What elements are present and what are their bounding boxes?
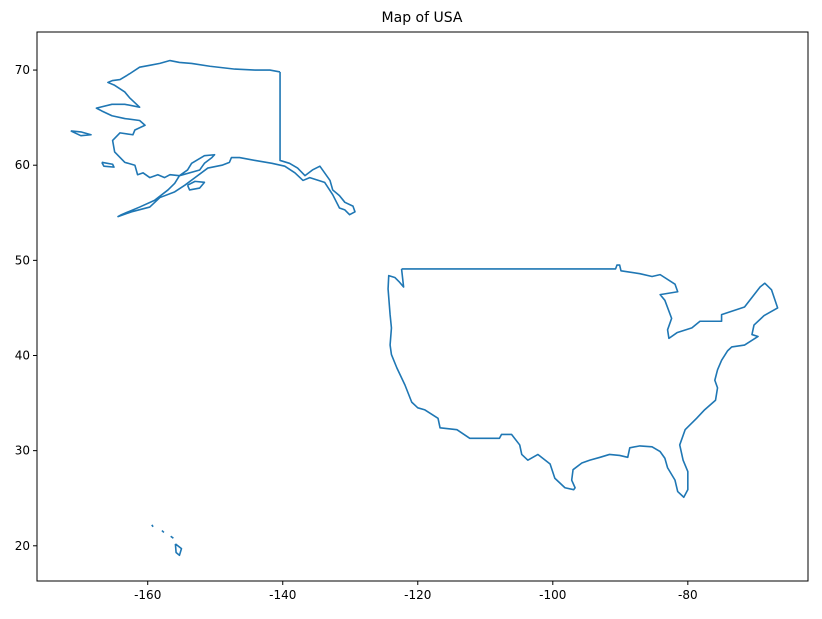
- y-tick-label: 70: [15, 63, 30, 77]
- x-tick-label: -160: [134, 588, 161, 602]
- x-tick-label: -80: [678, 588, 698, 602]
- y-tick-label: 20: [15, 539, 30, 553]
- axes-frame: [36, 31, 809, 582]
- x-tick-label: -120: [404, 588, 431, 602]
- y-tick-label: 40: [15, 349, 30, 363]
- y-tick-label: 30: [15, 444, 30, 458]
- x-tick-label: -100: [539, 588, 566, 602]
- chart-title: Map of USA: [382, 10, 463, 26]
- y-tick-label: 60: [15, 158, 30, 172]
- outline: [70, 59, 779, 557]
- y-tick-label: 50: [15, 253, 30, 267]
- x-tick-label: -140: [269, 588, 296, 602]
